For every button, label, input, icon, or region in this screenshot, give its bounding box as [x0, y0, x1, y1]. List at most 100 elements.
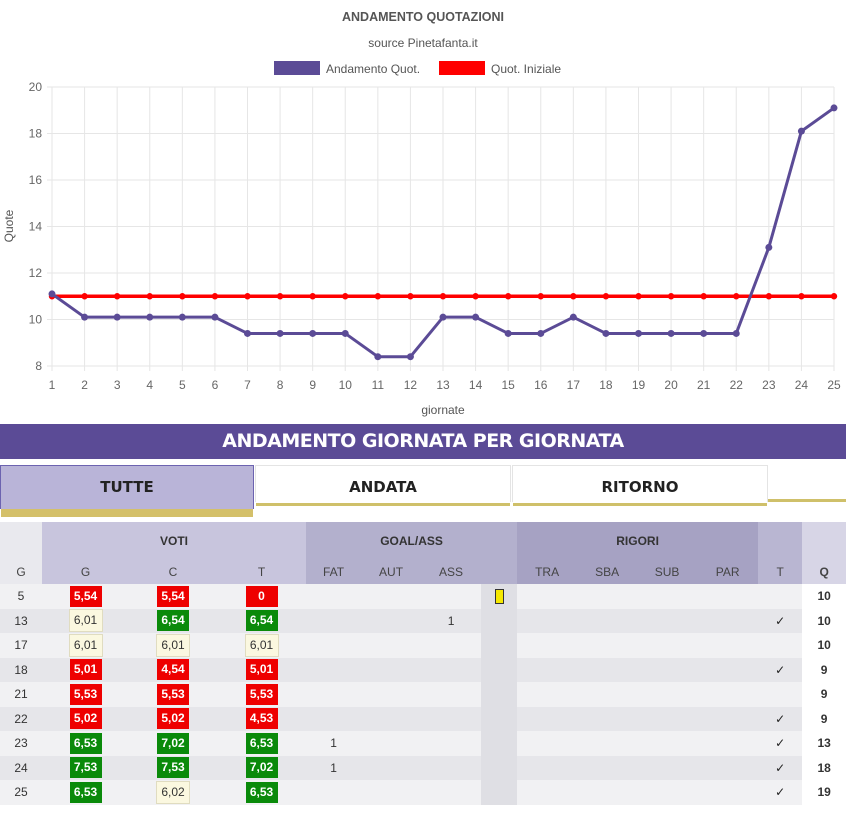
legend-swatch-andamento — [274, 61, 320, 75]
voto-g-cell: 6,01 — [42, 633, 129, 658]
giornata-cell: 23 — [0, 731, 42, 756]
data-point — [113, 313, 121, 321]
tra-cell — [517, 633, 578, 658]
voto-c: 6,02 — [156, 780, 190, 804]
y-tick-label: 20 — [29, 80, 43, 94]
table-row: 18 5,01 4,54 5,01 ✓ 9 — [0, 657, 846, 682]
x-tick-label: 12 — [404, 378, 418, 392]
x-tick-label: 13 — [436, 378, 450, 392]
sba-cell — [577, 584, 638, 609]
tab-tutte[interactable]: TUTTE — [0, 465, 254, 517]
quota-cell: 13 — [802, 731, 846, 756]
y-tick-label: 14 — [29, 220, 43, 234]
data-point — [797, 127, 805, 135]
voto-c-cell: 6,54 — [129, 608, 217, 633]
sub-cell — [637, 657, 698, 682]
titolare-cell: ✓ — [758, 657, 803, 682]
titolare-cell: ✓ — [758, 731, 803, 756]
group-header-empty — [0, 522, 42, 559]
aut-cell — [361, 608, 422, 633]
legend-label-iniziale[interactable]: Quot. Iniziale — [491, 62, 561, 76]
data-point — [211, 293, 219, 300]
check-icon: ✓ — [775, 785, 786, 800]
data-point — [602, 329, 610, 337]
col-header-g: G — [0, 559, 42, 584]
data-point — [374, 293, 382, 300]
x-tick-label: 1 — [49, 378, 56, 392]
voto-c: 5,53 — [157, 683, 189, 705]
ass-cell — [421, 633, 482, 658]
data-point — [276, 293, 284, 300]
quota-cell: 10 — [802, 608, 846, 633]
sba-cell — [577, 755, 638, 780]
aut-cell — [361, 584, 422, 609]
data-point — [635, 329, 642, 337]
section-header: ANDAMENTO GIORNATA PER GIORNATA — [0, 424, 846, 459]
voto-t-cell: 7,02 — [217, 755, 307, 780]
voto-t-cell: 0 — [217, 584, 307, 609]
x-tick-label: 11 — [372, 378, 385, 392]
data-point — [798, 293, 805, 300]
chart-subtitle: source Pinetafanta.it — [368, 36, 478, 50]
x-tick-label: 20 — [664, 378, 678, 392]
votes-table-wrapper: VOTI GOAL/ASS RIGORI G G C T FAT AUT ASS… — [0, 522, 846, 805]
data-point — [439, 313, 447, 321]
check-icon: ✓ — [775, 662, 786, 677]
legend-label-andamento[interactable]: Andamento Quot. — [326, 62, 420, 76]
data-point — [472, 313, 480, 321]
legend-swatch-iniziale — [439, 61, 485, 75]
data-point — [635, 293, 642, 300]
data-point — [309, 293, 316, 300]
sub-cell — [637, 584, 698, 609]
table-row: 23 6,53 7,02 6,53 1 ✓ 13 — [0, 731, 846, 756]
chart-legend[interactable]: Andamento Quot. Quot. Iniziale — [274, 61, 561, 76]
fat-cell: 1 — [306, 755, 362, 780]
x-tick-label: 6 — [212, 378, 219, 392]
table-row: 5 5,54 5,54 0 10 — [0, 584, 846, 609]
fat-cell: 1 — [306, 731, 362, 756]
voto-t: 6,01 — [244, 633, 279, 657]
tab-andata[interactable]: ANDATA — [255, 465, 511, 506]
data-point — [244, 329, 251, 337]
tra-cell — [517, 780, 578, 805]
aut-cell — [361, 682, 422, 707]
voto-t: 5,01 — [245, 659, 278, 681]
voto-t: 6,53 — [245, 732, 278, 754]
card-cell — [481, 682, 518, 707]
fat-cell — [306, 584, 362, 609]
sba-cell — [577, 731, 638, 756]
voto-c-cell: 7,53 — [129, 755, 217, 780]
x-tick-label: 7 — [244, 378, 251, 392]
data-point — [146, 313, 154, 321]
fat-cell — [306, 657, 362, 682]
voto-t-cell: 6,53 — [217, 780, 307, 805]
card-cell — [481, 633, 518, 658]
aut-cell — [361, 657, 422, 682]
par-cell — [697, 657, 759, 682]
data-point — [407, 293, 414, 300]
data-point — [765, 293, 773, 300]
data-point — [146, 293, 153, 300]
x-axis-ticks: 1 2 3 4 5 6 7 8 9 10 11 12 13 14 15 16 17 18 19 20 21 22 23 24 2… — [49, 378, 841, 392]
par-cell — [697, 608, 759, 633]
quota-cell: 10 — [802, 584, 846, 609]
data-point — [504, 293, 512, 300]
aut-cell — [361, 755, 422, 780]
voto-c-cell: 5,53 — [129, 682, 217, 707]
group-header-goal: GOAL/ASS — [306, 522, 518, 559]
tab-ritorno[interactable]: RITORNO — [512, 465, 768, 506]
voto-g-cell: 7,53 — [42, 755, 129, 780]
sub-cell — [637, 706, 698, 731]
voto-c: 7,53 — [157, 757, 189, 779]
quota-cell: 18 — [802, 755, 846, 780]
chart-series — [48, 104, 838, 361]
par-cell — [697, 731, 759, 756]
col-header-aut: AUT — [361, 559, 422, 584]
voto-t: 5,53 — [245, 683, 278, 705]
data-point — [732, 329, 740, 337]
data-point — [602, 293, 610, 300]
x-tick-label: 15 — [501, 378, 515, 392]
card-cell — [481, 608, 518, 633]
votes-table: VOTI GOAL/ASS RIGORI G G C T FAT AUT ASS… — [0, 522, 846, 805]
x-tick-label: 2 — [81, 378, 88, 392]
